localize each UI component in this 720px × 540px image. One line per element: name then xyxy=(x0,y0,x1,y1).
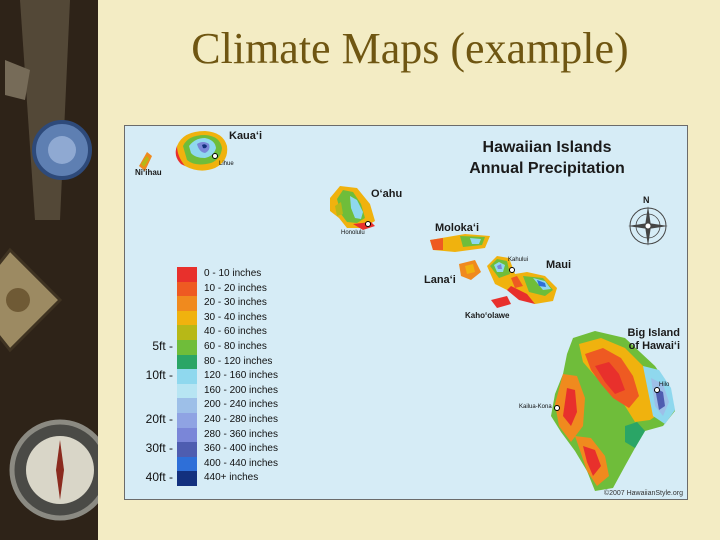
island-label-big-island: Big Island of Hawai‘i xyxy=(593,327,680,353)
legend-row: 30 - 40 inches xyxy=(177,310,337,326)
legend-swatch xyxy=(177,310,197,326)
town-label-kailua-kona: Kailua-Kona xyxy=(519,404,552,410)
legend-swatch xyxy=(177,442,197,457)
legend-label: 280 - 360 inches xyxy=(204,428,278,440)
legend-row: 60 - 80 inches xyxy=(177,339,337,355)
legend-row: 10 - 20 inches xyxy=(177,281,337,297)
legend-swatch xyxy=(177,412,197,428)
medal-illustration xyxy=(0,0,98,540)
elevation-label: 10ft - xyxy=(145,368,173,383)
island-label-oahu: O‘ahu xyxy=(371,188,403,200)
legend-swatch xyxy=(177,267,197,282)
legend-label: 440+ inches xyxy=(204,472,259,484)
elevation-labels: 5ft - 10ft - 20ft - 30ft - 40ft - xyxy=(125,126,173,499)
legend-swatch xyxy=(177,281,197,297)
legend-label: 30 - 40 inches xyxy=(204,311,267,323)
island-label-maui: Maui xyxy=(546,259,572,271)
island-maui-shape xyxy=(487,256,557,304)
legend-row: 20 - 30 inches xyxy=(177,296,337,311)
precipitation-legend: 0 - 10 inches 10 - 20 inches 20 - 30 inche… xyxy=(177,267,337,486)
legend-row: 200 - 240 inches xyxy=(177,398,337,413)
legend-row: 80 - 120 inches xyxy=(177,354,337,370)
legend-row: 280 - 360 inches xyxy=(177,427,337,443)
island-label-niihau: Ni‘ihau xyxy=(135,168,162,177)
legend-row: 440+ inches xyxy=(177,471,337,486)
legend-swatch xyxy=(177,383,197,399)
legend-swatch xyxy=(177,369,197,384)
legend-swatch xyxy=(177,325,197,340)
legend-label: 20 - 30 inches xyxy=(204,297,267,309)
legend-label: 60 - 80 inches xyxy=(204,340,267,352)
legend-label: 400 - 440 inches xyxy=(204,457,278,469)
legend-swatch xyxy=(177,354,197,370)
big-island-label-line2: of Hawai‘i xyxy=(628,340,680,352)
island-label-molokai: Moloka‘i xyxy=(435,222,480,234)
island-molokai-shape xyxy=(430,234,490,252)
map-title-line1: Hawaiian Islands xyxy=(482,139,612,156)
elevation-label: 40ft - xyxy=(145,470,173,485)
island-big-island-shape xyxy=(551,331,675,491)
legend-label: 160 - 200 inches xyxy=(204,384,278,396)
elevation-label: 30ft - xyxy=(145,441,173,456)
legend-label: 80 - 120 inches xyxy=(204,355,273,367)
map-title-line2: Annual Precipitation xyxy=(469,160,625,177)
legend-label: 120 - 160 inches xyxy=(204,370,278,382)
legend-row: 240 - 280 inches xyxy=(177,412,337,428)
map-drawing xyxy=(139,131,675,491)
elevation-label: 20ft - xyxy=(145,412,173,426)
town-label-honolulu: Honolulu xyxy=(341,230,365,236)
legend-label: 360 - 400 inches xyxy=(204,443,278,455)
elevation-label: 5ft - xyxy=(152,339,173,353)
town-markers xyxy=(212,153,660,411)
compass-rose-icon xyxy=(628,206,668,246)
legend-label: 40 - 60 inches xyxy=(204,326,267,338)
island-niihau-shape xyxy=(139,152,152,171)
legend-label: 200 - 240 inches xyxy=(204,399,278,411)
island-label-kauai: Kaua‘i xyxy=(229,130,263,142)
legend-swatch xyxy=(177,471,197,486)
decorative-sidebar-medal-image xyxy=(0,0,98,540)
legend-swatch xyxy=(177,456,197,472)
legend-row: 360 - 400 inches xyxy=(177,442,337,457)
legend-row: 0 - 10 inches xyxy=(177,267,337,282)
precipitation-map: Hawaiian Islands Annual Precipitation N … xyxy=(124,125,688,500)
legend-label: 10 - 20 inches xyxy=(204,282,267,294)
island-label-lanai: Lana‘i xyxy=(424,274,456,286)
island-oahu-shape xyxy=(330,186,375,230)
town-label-kahului: Kahului xyxy=(508,257,529,263)
legend-swatch xyxy=(177,296,197,311)
legend-row: 40 - 60 inches xyxy=(177,325,337,340)
legend-row: 120 - 160 inches xyxy=(177,369,337,384)
legend-swatch xyxy=(177,427,197,443)
legend-swatch xyxy=(177,339,197,355)
island-label-kahoolawe: Kaho‘olawe xyxy=(465,311,510,320)
big-island-label-line1: Big Island xyxy=(627,327,680,339)
map-copyright: ©2007 HawaiianStyle.org xyxy=(603,490,683,497)
legend-label: 0 - 10 inches xyxy=(204,268,262,279)
compass-north-label: N xyxy=(643,195,650,205)
legend-label: 240 - 280 inches xyxy=(204,413,278,425)
legend-row: 160 - 200 inches xyxy=(177,383,337,399)
island-lanai-shape xyxy=(459,260,481,280)
town-label-lihue: Lihue xyxy=(219,161,234,167)
island-kahoolawe-shape xyxy=(491,296,511,308)
slide-title: Climate Maps (example) xyxy=(191,24,629,73)
legend-swatch xyxy=(177,398,197,413)
legend-row: 400 - 440 inches xyxy=(177,456,337,472)
town-label-hilo: Hilo xyxy=(659,382,670,388)
